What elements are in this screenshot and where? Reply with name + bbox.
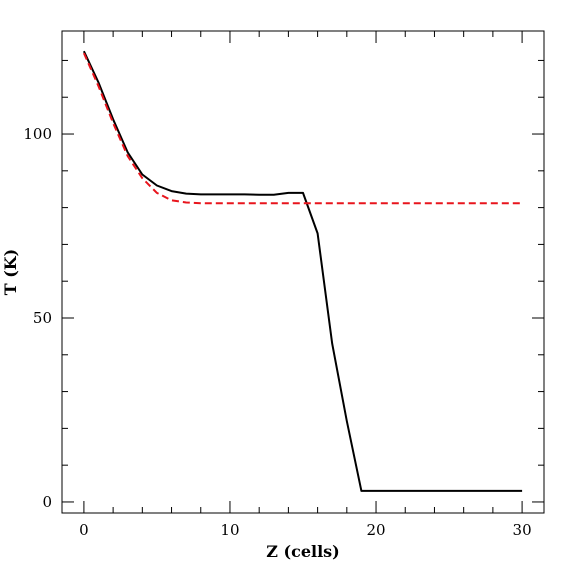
x-tick-label: 0: [79, 521, 89, 539]
y-tick-labels: 0 50 100: [23, 125, 52, 511]
x-tick-label: 30: [513, 521, 532, 539]
series-line-1: [82, 50, 523, 492]
x-axis-label: Z (cells): [266, 542, 339, 561]
y-tick-label: 0: [42, 493, 52, 511]
major-ticks: [62, 31, 544, 513]
plot-frame: [61, 30, 545, 514]
x-tick-label: 10: [220, 521, 239, 539]
y-axis-label: T (K): [1, 249, 20, 296]
series-line-2: [82, 52, 523, 205]
y-tick-label: 50: [33, 309, 52, 327]
y-tick-label: 100: [23, 125, 52, 143]
series-layer: [82, 50, 523, 492]
x-tick-labels: 0 10 20 30: [79, 521, 532, 539]
minor-ticks: [62, 31, 544, 513]
x-tick-label: 20: [366, 521, 385, 539]
